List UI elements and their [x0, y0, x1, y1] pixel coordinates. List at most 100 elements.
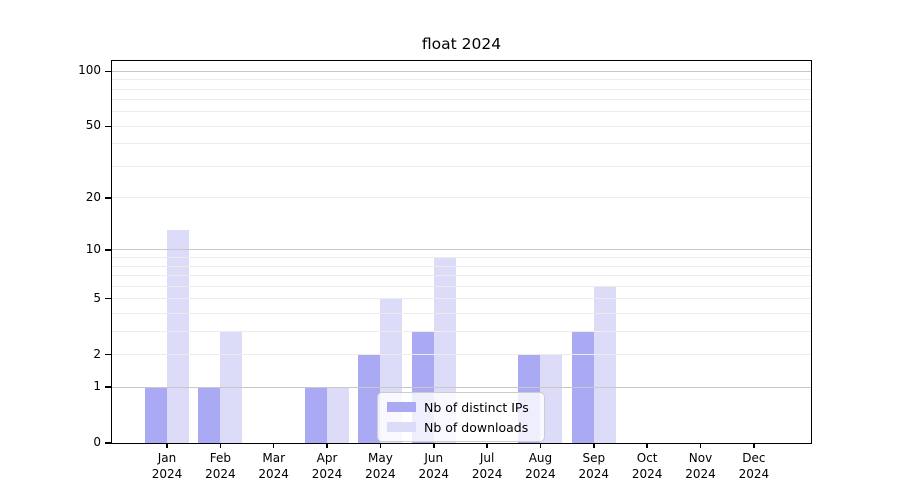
month-name: Jul [479, 451, 495, 465]
month-name: Sep [582, 451, 606, 465]
x-tick-label-oct: Oct 2024 [617, 451, 677, 482]
legend-label-distinct_ips: Nb of distinct IPs [424, 399, 529, 415]
y-tick-1 [104, 386, 111, 388]
month-year: 2024 [205, 466, 236, 481]
bar-downloads-aug [540, 354, 563, 443]
month-name: Feb [209, 451, 231, 465]
bar-distinct_ips-jan [145, 387, 167, 443]
x-tick-label-may: May 2024 [350, 451, 410, 482]
x-tick-apr [326, 443, 328, 448]
x-tick-nov [699, 443, 702, 448]
minor-gridline-30 [112, 165, 811, 167]
bar-distinct_ips-feb [198, 387, 221, 443]
month-year: 2024 [525, 466, 556, 481]
month-name: Jan [157, 451, 177, 465]
bar-distinct_ips-apr [305, 387, 328, 443]
y-tick-50 [104, 125, 111, 128]
month-name: Aug [528, 451, 553, 465]
legend-swatch-distinct_ips [387, 402, 416, 412]
minor-gridline-7 [112, 275, 811, 276]
x-tick-mar [272, 443, 275, 448]
month-name: Mar [262, 451, 285, 465]
chart-title: float 2024 [421, 35, 502, 53]
y-tick-5 [104, 297, 111, 300]
x-tick-label-sep: Sep 2024 [564, 451, 624, 482]
minor-gridline-70 [112, 99, 811, 101]
x-tick-label-feb: Feb 2024 [190, 451, 250, 482]
minor-gridline-8 [112, 265, 811, 267]
x-tick-label-jun: Jun 2024 [404, 451, 464, 482]
month-year: 2024 [258, 466, 289, 481]
legend-label-downloads: Nb of downloads [424, 419, 529, 435]
y-tick-label-50: 50 [85, 118, 101, 133]
x-tick-jan [166, 443, 168, 448]
y-tick-2 [104, 353, 111, 356]
x-tick-label-nov: Nov 2024 [671, 451, 731, 482]
x-tick-label-jul: Jul 2024 [457, 451, 517, 482]
x-tick-aug [539, 443, 542, 448]
bar-downloads-sep [593, 286, 616, 443]
month-year: 2024 [365, 466, 396, 481]
legend-entry-downloads: Nb of downloads [387, 419, 535, 435]
month-name: Oct [636, 451, 658, 465]
y-tick-label-5: 5 [93, 290, 101, 305]
x-tick-oct [646, 443, 648, 448]
month-year: 2024 [311, 466, 343, 481]
month-name: May [367, 451, 393, 465]
y-tick-label-2: 2 [93, 346, 101, 361]
y-tick-100 [104, 70, 111, 72]
minor-gridline-80 [112, 88, 811, 90]
month-year: 2024 [418, 466, 450, 481]
x-tick-may [379, 443, 382, 448]
bar-downloads-jan [167, 230, 189, 443]
x-tick-feb [219, 443, 222, 448]
y-tick-10 [104, 249, 111, 251]
minor-gridline-5 [112, 298, 811, 300]
x-tick-label-mar: Mar 2024 [244, 451, 304, 482]
minor-gridline-40 [112, 143, 811, 145]
month-year: 2024 [685, 466, 716, 481]
month-year: 2024 [631, 466, 663, 481]
y-tick-label-0: 0 [93, 435, 101, 449]
month-year: 2024 [738, 466, 770, 481]
x-tick-label-jan: Jan 2024 [137, 451, 197, 482]
y-tick-0 [104, 442, 111, 444]
legend-entry-distinct_ips: Nb of distinct IPs [387, 399, 535, 415]
month-year: 2024 [578, 466, 610, 481]
month-year: 2024 [151, 466, 183, 481]
major-gridline-1 [112, 386, 811, 388]
month-year: 2024 [471, 466, 503, 481]
bar-downloads-apr [327, 387, 350, 443]
y-tick-label-100: 100 [78, 63, 101, 78]
plot-area [112, 61, 811, 443]
y-tick-label-1: 1 [93, 379, 101, 394]
y-tick-label-10: 10 [85, 241, 101, 256]
x-tick-label-dec: Dec 2024 [724, 451, 784, 482]
month-name: Apr [316, 451, 338, 465]
legend: Nb of distinct IPs Nb of downloads [377, 392, 545, 442]
major-gridline-10 [112, 249, 811, 251]
bar-distinct_ips-may [358, 354, 381, 443]
x-tick-label-aug: Aug 2024 [510, 451, 570, 482]
month-name: Nov [688, 451, 713, 465]
minor-gridline-2 [112, 354, 811, 355]
minor-gridline-20 [112, 197, 811, 199]
minor-gridline-60 [112, 111, 811, 113]
x-tick-jun [433, 443, 435, 448]
legend-swatch-downloads [387, 422, 416, 432]
month-name: Dec [742, 451, 766, 465]
y-tick-20 [104, 197, 111, 199]
minor-gridline-90 [112, 79, 811, 81]
y-tick-label-20: 20 [85, 189, 101, 204]
month-name: Jun [424, 451, 444, 465]
x-tick-dec [753, 443, 755, 448]
x-tick-label-apr: Apr 2024 [297, 451, 357, 482]
minor-gridline-9 [112, 257, 811, 259]
minor-gridline-50 [112, 125, 811, 127]
x-tick-sep [593, 443, 595, 448]
minor-gridline-6 [112, 285, 811, 287]
minor-gridline-4 [112, 312, 811, 314]
minor-gridline-3 [112, 330, 811, 332]
x-tick-jul [486, 443, 488, 448]
